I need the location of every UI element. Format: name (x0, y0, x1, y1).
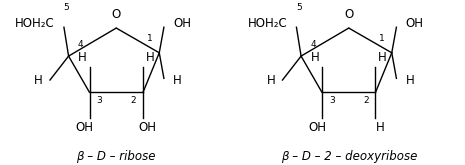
Text: OH: OH (76, 121, 94, 134)
Text: 2: 2 (363, 96, 368, 105)
Text: HOH₂C: HOH₂C (247, 17, 287, 30)
Text: H: H (311, 50, 319, 64)
Text: 3: 3 (329, 96, 335, 105)
Text: 5: 5 (63, 3, 69, 12)
Text: H: H (78, 50, 87, 64)
Text: β – D – ribose: β – D – ribose (77, 150, 156, 163)
Text: 4: 4 (78, 40, 84, 50)
Text: H: H (378, 50, 387, 64)
Text: 5: 5 (296, 3, 302, 12)
Text: H: H (173, 74, 182, 86)
Text: O: O (112, 8, 121, 21)
Text: H: H (34, 74, 43, 86)
Text: OH: OH (405, 17, 424, 30)
Text: O: O (344, 8, 353, 21)
Text: H: H (405, 74, 414, 86)
Text: β – D – 2 – deoxyribose: β – D – 2 – deoxyribose (280, 150, 417, 163)
Text: HOH₂C: HOH₂C (15, 17, 54, 30)
Text: 4: 4 (311, 40, 316, 50)
Text: 1: 1 (146, 34, 152, 43)
Text: 2: 2 (130, 96, 136, 105)
Text: 3: 3 (97, 96, 102, 105)
Text: OH: OH (173, 17, 191, 30)
Text: OH: OH (308, 121, 326, 134)
Text: OH: OH (139, 121, 157, 134)
Text: 1: 1 (379, 34, 385, 43)
Text: H: H (267, 74, 275, 86)
Text: H: H (146, 50, 154, 64)
Text: H: H (376, 121, 385, 134)
